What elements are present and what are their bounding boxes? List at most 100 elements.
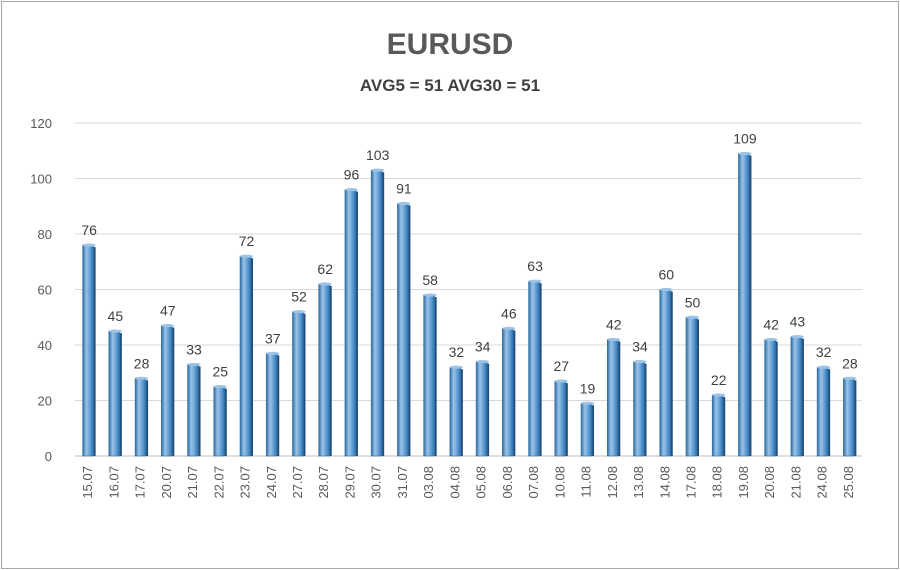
x-tick-label: 20.07 bbox=[159, 466, 174, 499]
x-tick-label: 24.07 bbox=[264, 466, 279, 499]
x-tick-label: 06.08 bbox=[500, 466, 515, 499]
bar-top bbox=[187, 362, 201, 367]
bar-shadow bbox=[723, 396, 726, 456]
data-label: 37 bbox=[265, 330, 281, 346]
bar-top bbox=[607, 337, 621, 342]
x-tick-label: 21.08 bbox=[788, 466, 803, 499]
data-label: 19 bbox=[580, 380, 596, 396]
bar bbox=[554, 380, 567, 457]
data-labels: 76 45 28 47 33 25 72 37 52 62 96 103 91 58 32 34 46 63 27 1… bbox=[81, 131, 858, 397]
data-label: 32 bbox=[816, 344, 832, 360]
bar-shadow bbox=[408, 205, 411, 456]
data-label: 109 bbox=[733, 131, 757, 147]
bar bbox=[161, 325, 173, 457]
bar bbox=[265, 353, 278, 457]
bar-shadow bbox=[329, 285, 332, 456]
bar-shadow bbox=[434, 297, 437, 456]
bar bbox=[711, 394, 724, 457]
x-tick-label: 31.07 bbox=[395, 466, 410, 499]
bar-top bbox=[423, 293, 437, 297]
bars bbox=[82, 151, 857, 457]
bar bbox=[790, 336, 803, 457]
data-label: 47 bbox=[160, 303, 176, 319]
x-tick-label: 14.08 bbox=[657, 466, 672, 499]
bar-shadow bbox=[487, 363, 490, 456]
bar bbox=[213, 386, 226, 457]
bar-shadow bbox=[513, 330, 516, 456]
bar bbox=[580, 402, 593, 457]
bar-top bbox=[685, 315, 699, 319]
bar bbox=[134, 377, 147, 457]
data-label: 103 bbox=[366, 147, 390, 163]
bar-top bbox=[712, 393, 726, 397]
y-tick-label: 120 bbox=[30, 116, 52, 131]
data-label: 43 bbox=[790, 314, 806, 330]
x-tick-label: 16.07 bbox=[106, 466, 121, 499]
bar bbox=[318, 283, 331, 457]
bar-top bbox=[161, 323, 175, 328]
data-label: 50 bbox=[685, 294, 701, 310]
bar-shadow bbox=[670, 291, 673, 456]
bar-shadow bbox=[355, 191, 358, 456]
x-tick-label: 15.07 bbox=[80, 466, 95, 499]
bar-top bbox=[738, 151, 752, 156]
bar-shadow bbox=[119, 333, 122, 456]
bar bbox=[685, 316, 698, 457]
bar bbox=[344, 189, 357, 457]
y-tick-label: 60 bbox=[38, 283, 52, 298]
data-label: 45 bbox=[108, 308, 124, 324]
y-tick-label: 20 bbox=[38, 394, 52, 409]
x-tick-label: 23.07 bbox=[238, 466, 253, 499]
bar-shadow bbox=[224, 388, 227, 456]
data-label: 72 bbox=[239, 233, 255, 249]
bar bbox=[108, 330, 121, 457]
x-tick-label: 21.07 bbox=[185, 466, 200, 499]
bar-shadow bbox=[146, 380, 149, 456]
data-label: 22 bbox=[711, 372, 727, 388]
bar-top bbox=[633, 360, 647, 364]
bar bbox=[475, 361, 488, 457]
bar bbox=[738, 153, 750, 457]
bar-top bbox=[344, 188, 358, 192]
data-label: 76 bbox=[81, 222, 97, 238]
bar-shadow bbox=[460, 369, 463, 456]
x-tick-label: 18.08 bbox=[710, 466, 725, 499]
x-tick-label: 22.07 bbox=[211, 466, 226, 499]
bar bbox=[816, 366, 829, 457]
chart-title: EURUSD bbox=[386, 28, 514, 61]
x-tick-label: 30.07 bbox=[369, 466, 384, 499]
data-label: 63 bbox=[527, 258, 543, 274]
bar-top bbox=[843, 376, 857, 380]
bar-top bbox=[266, 351, 280, 355]
x-tick-label: 25.08 bbox=[841, 466, 856, 499]
bar bbox=[764, 339, 776, 457]
data-label: 33 bbox=[186, 341, 202, 357]
grid-lines bbox=[75, 122, 862, 401]
bar-shadow bbox=[828, 369, 831, 456]
chart-subtitle: AVG5 = 51 AVG30 = 51 bbox=[359, 76, 541, 95]
x-tick-label: 13.08 bbox=[631, 466, 646, 499]
data-label: 32 bbox=[449, 344, 465, 360]
x-tick-label: 10.08 bbox=[552, 466, 567, 499]
x-tick-label: 05.08 bbox=[474, 466, 489, 499]
bar-top bbox=[790, 335, 804, 339]
bar bbox=[423, 294, 435, 457]
bar-top bbox=[82, 243, 96, 247]
data-label: 58 bbox=[422, 272, 438, 288]
bar-shadow bbox=[618, 341, 621, 456]
bar-top bbox=[817, 365, 831, 369]
bar-top bbox=[213, 385, 227, 389]
data-label: 34 bbox=[475, 339, 491, 355]
bar-top bbox=[528, 279, 542, 283]
x-tick-label: 03.08 bbox=[421, 466, 436, 499]
bar-top bbox=[449, 365, 463, 369]
bar-shadow bbox=[749, 155, 752, 456]
data-label: 46 bbox=[501, 305, 517, 321]
bar bbox=[502, 328, 514, 457]
y-tick-label: 80 bbox=[38, 227, 52, 242]
bar-top bbox=[476, 360, 490, 364]
data-label: 27 bbox=[554, 358, 570, 374]
bar bbox=[528, 280, 540, 457]
bar-shadow bbox=[303, 313, 306, 456]
